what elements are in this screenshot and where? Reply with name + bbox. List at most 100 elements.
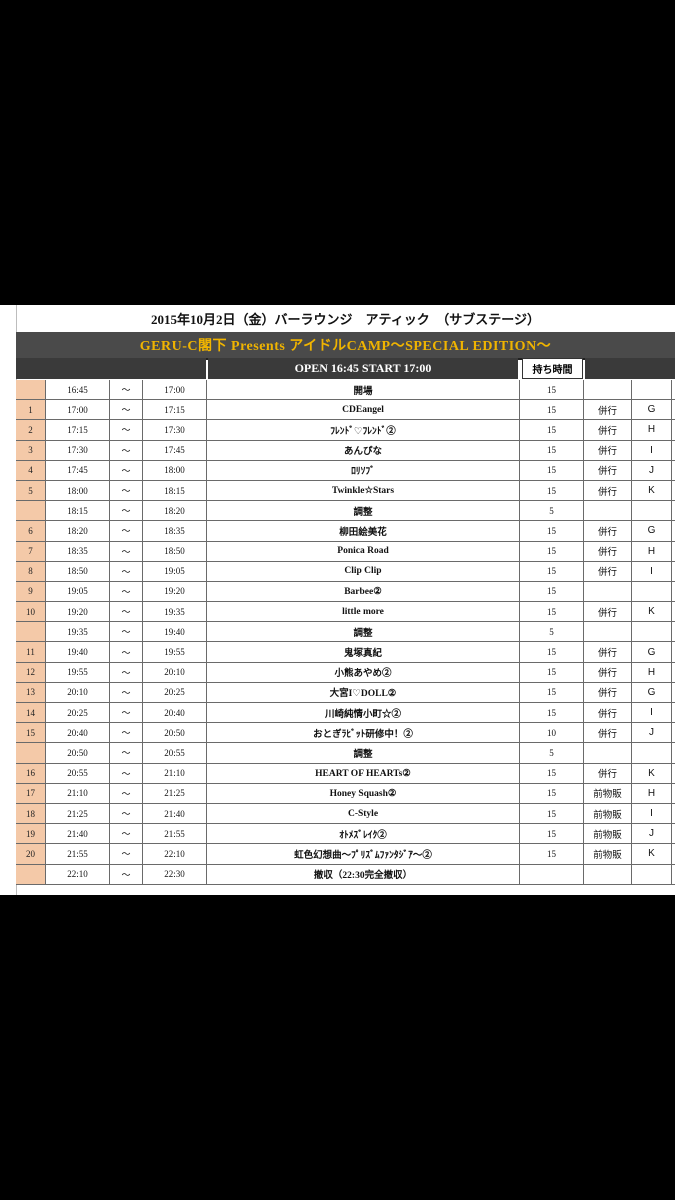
tilde-separator: 〜: [110, 400, 143, 420]
table-row: 8 18:50 〜 19:05 Clip Clip 15 併行 I: [16, 561, 675, 582]
row-number: 18: [16, 803, 46, 824]
end-time: 20:40: [143, 703, 207, 723]
start-time: 17:15: [46, 420, 110, 440]
performer-name: HEART OF HEARTs②: [207, 763, 520, 783]
end-time: 22:30: [143, 864, 207, 884]
end-time: 20:50: [143, 723, 207, 743]
concurrent-note: 併行: [584, 703, 632, 723]
concurrent-note: 併行: [584, 541, 632, 561]
performer-name: CDEangel: [207, 400, 520, 420]
row-header-column: [0, 305, 17, 895]
duration: 15: [520, 642, 584, 662]
end-time: 19:40: [143, 622, 207, 642]
group-letter: J: [632, 824, 672, 844]
end-time: 18:20: [143, 501, 207, 521]
duration: 15: [520, 682, 584, 702]
table-row: 16 20:55 〜 21:10 HEART OF HEARTs② 15 併行 K: [16, 763, 675, 784]
concurrent-note: 前物販: [584, 803, 632, 824]
start-time: 18:00: [46, 480, 110, 501]
start-time: 20:40: [46, 723, 110, 743]
duration: 15: [520, 541, 584, 561]
duration: 5: [520, 622, 584, 642]
performer-name: ﾛﾘｿﾌﾞ: [207, 460, 520, 480]
row-number: 14: [16, 703, 46, 723]
table-row: 22:10 〜 22:30 撤収（22:30完全撤収）: [16, 864, 675, 885]
performer-name: 調整: [207, 622, 520, 642]
group-letter: [632, 380, 672, 400]
tilde-separator: 〜: [110, 703, 143, 723]
group-letter: G: [632, 400, 672, 420]
end-time: 18:35: [143, 521, 207, 541]
table-row: 6 18:20 〜 18:35 柳田絵美花 15 併行 G: [16, 521, 675, 542]
performer-name: C-Style: [207, 803, 520, 824]
duration: 15: [520, 703, 584, 723]
tilde-separator: 〜: [110, 480, 143, 501]
start-time: 20:55: [46, 763, 110, 783]
table-row: 16:45 〜 17:00 開場 15: [16, 380, 675, 401]
tilde-separator: 〜: [110, 723, 143, 743]
start-time: 21:10: [46, 783, 110, 803]
row-number: 17: [16, 783, 46, 803]
table-row: 5 18:00 〜 18:15 Twinkle☆Stars 15 併行 K: [16, 480, 675, 502]
table-row: 2 17:15 〜 17:30 ﾌﾚﾝﾄﾞ♡ﾌﾚﾝﾄﾞ② 15 併行 H: [16, 420, 675, 441]
performer-name: 虹色幻想曲〜ﾌﾟﾘｽﾞﾑﾌｧﾝﾀｼﾞｱ〜②: [207, 844, 520, 864]
tilde-separator: 〜: [110, 521, 143, 541]
duration: 15: [520, 440, 584, 460]
concurrent-note: 前物販: [584, 783, 632, 803]
table-row: 3 17:30 〜 17:45 あんぴな 15 併行 I: [16, 440, 675, 461]
concurrent-note: 前物販: [584, 844, 632, 864]
start-time: 17:00: [46, 400, 110, 420]
performer-name: little more: [207, 602, 520, 622]
row-number: [16, 743, 46, 763]
group-letter: G: [632, 521, 672, 541]
performer-name: あんぴな: [207, 440, 520, 460]
table-row: 9 19:05 〜 19:20 Barbee② 15: [16, 581, 675, 603]
group-letter: G: [632, 682, 672, 702]
performer-name: 小熊あやめ②: [207, 662, 520, 682]
duration: 15: [520, 844, 584, 864]
tilde-separator: 〜: [110, 460, 143, 480]
concurrent-note: [584, 581, 632, 602]
tilde-separator: 〜: [110, 622, 143, 642]
row-number: 8: [16, 561, 46, 581]
end-time: 17:45: [143, 440, 207, 460]
concurrent-note: 併行: [584, 682, 632, 702]
concurrent-note: 併行: [584, 460, 632, 480]
row-number: 10: [16, 602, 46, 622]
start-time: 20:10: [46, 682, 110, 702]
group-letter: H: [632, 783, 672, 803]
row-number: 1: [16, 400, 46, 420]
concurrent-note: 併行: [584, 480, 632, 501]
concurrent-note: 併行: [584, 420, 632, 440]
tilde-separator: 〜: [110, 682, 143, 702]
duration: 5: [520, 743, 584, 763]
start-time: 20:25: [46, 703, 110, 723]
performer-name: 鬼塚真紀: [207, 642, 520, 662]
group-letter: [632, 581, 672, 602]
tilde-separator: 〜: [110, 561, 143, 581]
tilde-separator: 〜: [110, 783, 143, 803]
tilde-separator: 〜: [110, 763, 143, 783]
start-time: 18:35: [46, 541, 110, 561]
concurrent-note: 併行: [584, 602, 632, 622]
group-letter: K: [632, 480, 672, 501]
tilde-separator: 〜: [110, 420, 143, 440]
duration: 15: [520, 420, 584, 440]
row-number: 20: [16, 844, 46, 864]
table-row: 15 20:40 〜 20:50 おとぎﾗﾋﾞｯﾄ研修中！② 10 併行 J: [16, 723, 675, 744]
start-time: 20:50: [46, 743, 110, 763]
start-time: 16:45: [46, 380, 110, 400]
concurrent-note: [584, 501, 632, 521]
tilde-separator: 〜: [110, 743, 143, 763]
row-number: 12: [16, 662, 46, 682]
tilde-separator: 〜: [110, 824, 143, 844]
concurrent-note: 併行: [584, 440, 632, 460]
start-time: 22:10: [46, 864, 110, 884]
end-time: 22:10: [143, 844, 207, 864]
end-time: 20:10: [143, 662, 207, 682]
end-time: 21:25: [143, 783, 207, 803]
group-letter: J: [632, 460, 672, 480]
start-time: 17:45: [46, 460, 110, 480]
tilde-separator: 〜: [110, 380, 143, 400]
row-number: [16, 864, 46, 884]
